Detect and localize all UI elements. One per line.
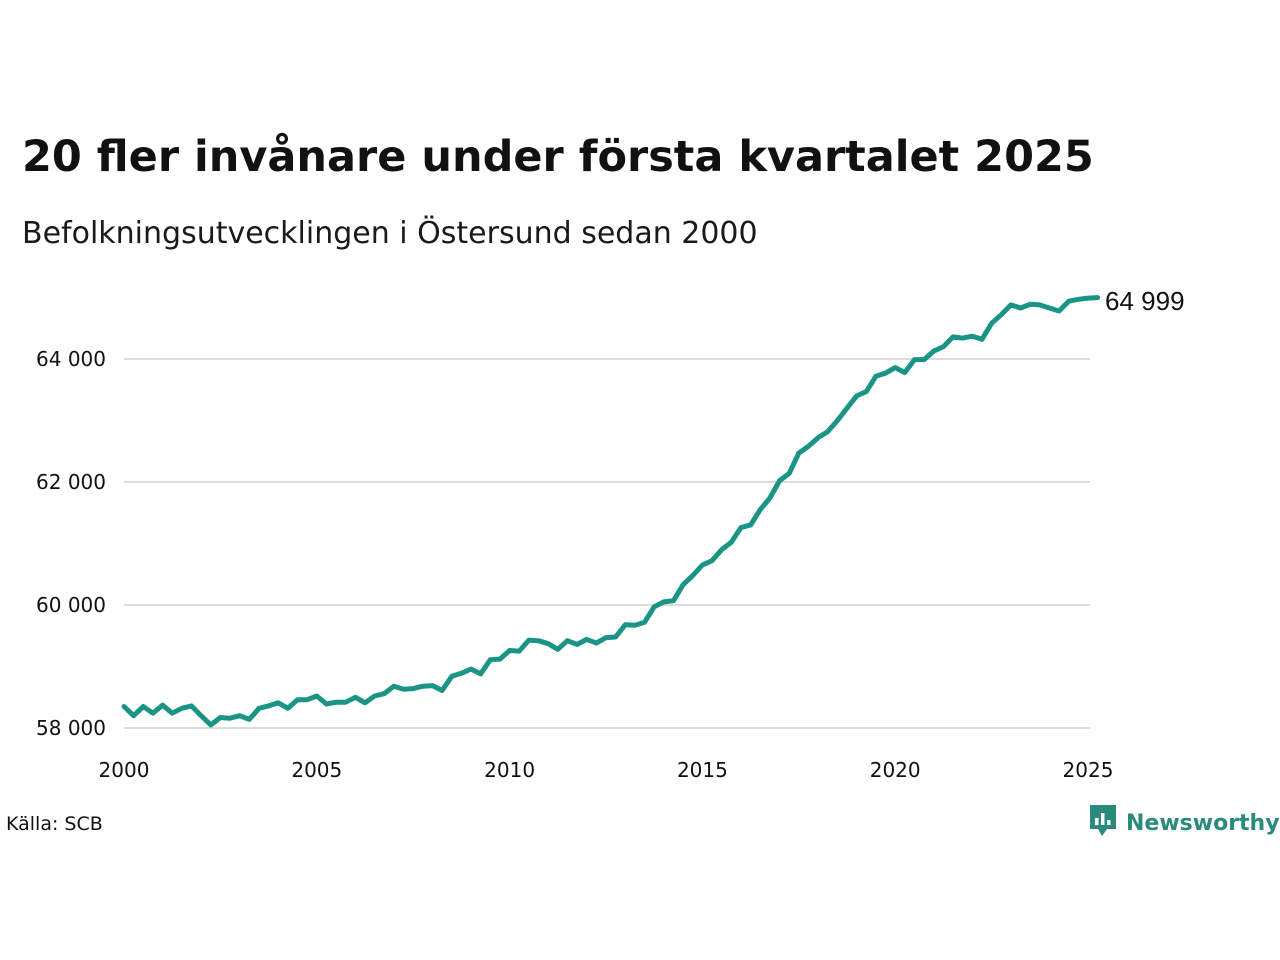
y-tick-label: 64 000 — [36, 347, 106, 371]
y-axis-ticks: 58 000 60 000 62 000 64 000 — [36, 347, 106, 740]
x-tick-label: 2005 — [291, 758, 342, 782]
y-tick-label: 62 000 — [36, 470, 106, 494]
bar-chart-bubble-icon — [1088, 803, 1118, 843]
brand-name: Newsworthy — [1126, 810, 1280, 836]
x-tick-label: 2010 — [484, 758, 535, 782]
source-label: Källa: SCB — [6, 813, 103, 835]
series — [121, 295, 1101, 728]
x-tick-label: 2015 — [677, 758, 728, 782]
x-axis-ticks: 2000 2005 2010 2015 2020 2025 — [99, 758, 1114, 782]
chart-title: 20 fler invånare under första kvartalet … — [22, 132, 1094, 182]
gridlines — [124, 358, 1090, 729]
chart-subtitle: Befolkningsutvecklingen i Östersund seda… — [22, 216, 758, 251]
x-tick-label: 2000 — [99, 758, 150, 782]
brand-logo[interactable]: Newsworthy — [1088, 803, 1280, 843]
y-tick-label: 60 000 — [36, 593, 106, 617]
x-tick-label: 2025 — [1063, 758, 1114, 782]
end-value-label: 64 999 — [1105, 286, 1185, 316]
x-tick-label: 2020 — [870, 758, 921, 782]
y-tick-label: 58 000 — [36, 716, 106, 740]
population-series-line — [121, 295, 1101, 728]
